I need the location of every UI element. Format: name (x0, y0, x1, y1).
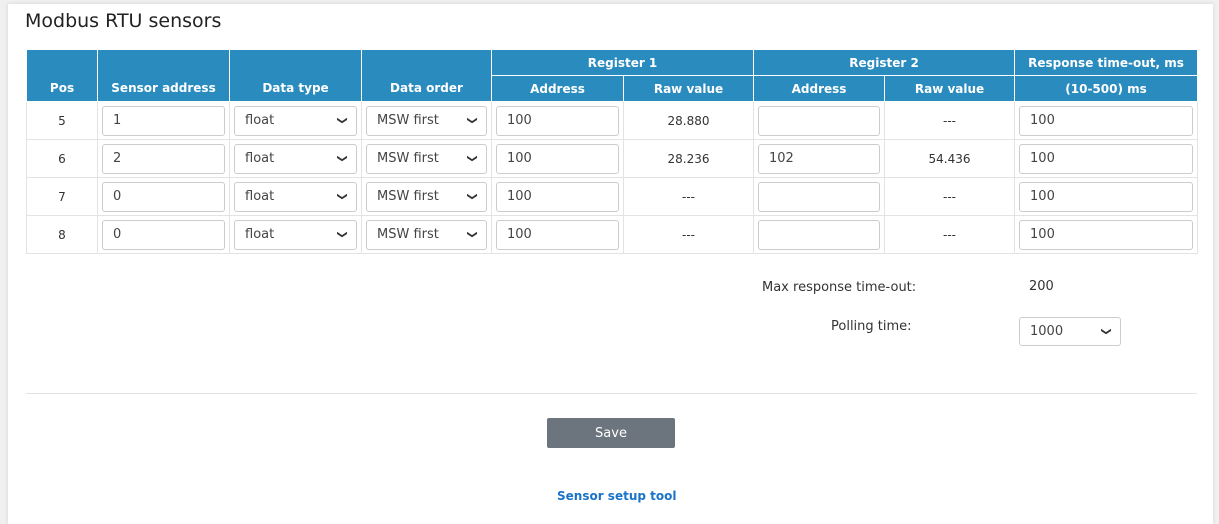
header-sensor-address: Sensor address (97, 49, 230, 102)
pos-cell: 8 (26, 215, 98, 254)
table-row: 6 float ❯ MSW first ❯ 28.236 54.436 (26, 139, 1199, 178)
data-order-value: MSW first (377, 113, 439, 128)
reg2-raw-value: 54.436 (884, 139, 1016, 178)
save-button[interactable]: Save (547, 418, 675, 448)
header-timeout-range: (10-500) ms (1014, 75, 1199, 102)
sensor-setup-tool-link[interactable]: Sensor setup tool (557, 489, 677, 503)
timeout-input[interactable] (1019, 105, 1194, 136)
data-type-select[interactable]: float ❯ (234, 143, 357, 174)
data-type-select[interactable]: float ❯ (234, 219, 357, 250)
pos-cell: 5 (26, 101, 98, 140)
data-order-select[interactable]: MSW first ❯ (366, 105, 487, 136)
header-register-2: Register 2 (753, 49, 1016, 76)
chevron-down-icon: ❯ (336, 192, 348, 201)
reg2-address-input[interactable] (758, 181, 881, 212)
max-timeout-label: Max response time-out: (762, 280, 917, 295)
reg2-raw-value: --- (884, 177, 1016, 216)
reg2-raw-value: --- (884, 215, 1016, 254)
chevron-down-icon: ❯ (336, 116, 348, 125)
reg1-raw-value: 28.880 (622, 101, 755, 140)
data-type-value: float (245, 151, 275, 166)
chevron-down-icon: ❯ (466, 116, 478, 125)
sensors-table: Pos Sensor address Data type Data order … (26, 49, 1199, 254)
sensors-card: Modbus RTU sensors Pos Sensor address Da… (8, 4, 1213, 524)
header-data-order: Data order (361, 49, 492, 102)
sensor-address-input[interactable] (102, 181, 225, 212)
header-reg2-address: Address (753, 75, 886, 102)
reg2-raw-value: --- (884, 101, 1016, 140)
page-title: Modbus RTU sensors (25, 10, 222, 32)
reg2-address-input[interactable] (758, 105, 881, 136)
timeout-input[interactable] (1019, 181, 1194, 212)
table-row: 7 float ❯ MSW first ❯ --- --- (26, 177, 1199, 216)
header-pos: Pos (26, 49, 98, 102)
pos-cell: 6 (26, 139, 98, 178)
timeout-input[interactable] (1019, 143, 1194, 174)
reg1-raw-value: --- (622, 177, 755, 216)
polling-time-label: Polling time: (831, 319, 912, 334)
timeout-input[interactable] (1019, 219, 1194, 250)
pos-cell: 7 (26, 177, 98, 216)
data-order-value: MSW first (377, 227, 439, 242)
table-row: 8 float ❯ MSW first ❯ --- --- (26, 215, 1199, 254)
header-timeout: Response time-out, ms (1014, 49, 1199, 76)
data-order-select[interactable]: MSW first ❯ (366, 181, 487, 212)
data-type-select[interactable]: float ❯ (234, 105, 357, 136)
chevron-down-icon: ❯ (466, 230, 478, 239)
header-reg2-raw: Raw value (884, 75, 1016, 102)
divider (26, 393, 1197, 394)
reg1-address-input[interactable] (496, 181, 619, 212)
reg1-address-input[interactable] (496, 143, 619, 174)
table-row: 5 float ❯ MSW first ❯ 28.880 --- (26, 101, 1199, 140)
data-order-select[interactable]: MSW first ❯ (366, 143, 487, 174)
chevron-down-icon: ❯ (336, 230, 348, 239)
reg2-address-input[interactable] (758, 143, 881, 174)
data-order-value: MSW first (377, 151, 439, 166)
data-type-select[interactable]: float ❯ (234, 181, 357, 212)
chevron-down-icon: ❯ (336, 154, 348, 163)
reg2-address-input[interactable] (758, 219, 881, 250)
sensor-address-input[interactable] (102, 143, 225, 174)
header-register-1: Register 1 (490, 49, 755, 76)
sensor-address-input[interactable] (102, 105, 225, 136)
data-order-select[interactable]: MSW first ❯ (366, 219, 487, 250)
reg1-raw-value: --- (622, 215, 755, 254)
max-timeout-value: 200 (1029, 279, 1054, 294)
chevron-down-icon: ❯ (466, 154, 478, 163)
chevron-down-icon: ❯ (466, 192, 478, 201)
data-type-value: float (245, 189, 275, 204)
header-data-type: Data type (229, 49, 362, 102)
polling-time-value: 1000 (1030, 324, 1064, 339)
reg1-address-input[interactable] (496, 219, 619, 250)
polling-time-select[interactable]: 1000 ❯ (1019, 317, 1121, 346)
reg1-raw-value: 28.236 (622, 139, 755, 178)
data-type-value: float (245, 227, 275, 242)
chevron-down-icon: ❯ (1100, 327, 1112, 336)
header-reg1-raw: Raw value (622, 75, 755, 102)
reg1-address-input[interactable] (496, 105, 619, 136)
data-type-value: float (245, 113, 275, 128)
sensor-address-input[interactable] (102, 219, 225, 250)
header-reg1-address: Address (491, 75, 624, 102)
data-order-value: MSW first (377, 189, 439, 204)
